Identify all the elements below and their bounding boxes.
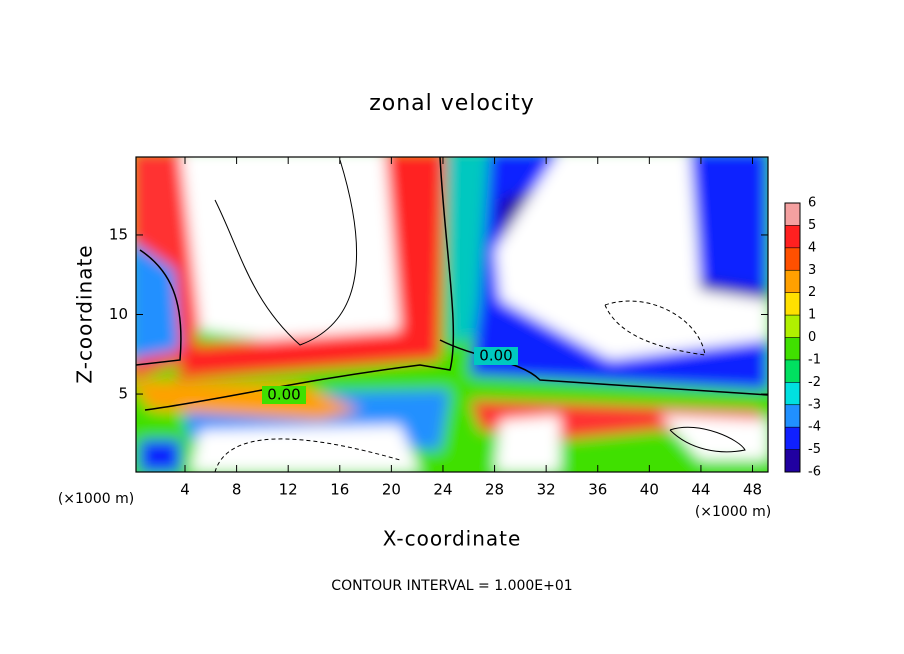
colorbar-label: 1	[808, 308, 816, 323]
x-axis-label: X-coordinate	[383, 527, 522, 551]
colorbar-label: 0	[808, 330, 816, 345]
colorbar-swatch	[785, 203, 800, 226]
contour-field	[136, 157, 768, 472]
y-unit: (×1000 m)	[58, 491, 134, 507]
colorbar-swatch	[785, 247, 800, 271]
y-tick-label: 15	[109, 225, 128, 243]
colorbar-swatch	[785, 270, 800, 293]
x-tick-label: 4	[180, 481, 190, 499]
colorbar-swatch	[785, 359, 800, 383]
colorbar-label: 3	[808, 263, 816, 278]
colorbar-label: 4	[808, 240, 816, 255]
colorbar-label: -2	[808, 375, 821, 390]
contour-label: 0.00	[267, 386, 300, 404]
contour-label: 0.00	[479, 347, 512, 365]
colorbar-label: 5	[808, 218, 816, 233]
x-tick-label: 36	[588, 481, 607, 499]
colorbar-label: -6	[808, 465, 821, 480]
x-tick-label: 44	[691, 481, 710, 499]
colorbar-label: -1	[808, 352, 821, 367]
contour-label-bg	[474, 347, 518, 365]
footnote: CONTOUR INTERVAL = 1.000E+01	[331, 578, 572, 594]
colorbar-label: -4	[808, 420, 821, 435]
x-unit: (×1000 m)	[695, 504, 771, 520]
y-tick-label: 10	[109, 305, 128, 323]
y-tick-label: 5	[118, 385, 128, 403]
colorbar-label: 2	[808, 285, 816, 300]
y-axis-label: Z-coordinate	[73, 244, 97, 383]
contour-label-bg	[262, 386, 306, 404]
chart-title: zonal velocity	[369, 91, 535, 116]
x-tick-label: 28	[485, 481, 504, 499]
colorbar-swatch	[785, 292, 800, 316]
colorbar-swatch	[785, 404, 800, 428]
colorbar-swatch	[785, 449, 800, 472]
colorbar-swatch	[785, 427, 800, 450]
colorbar-swatch	[785, 315, 800, 338]
colorbar-swatch	[785, 382, 800, 405]
colorbar-label: 6	[808, 196, 816, 211]
x-tick-label: 8	[232, 481, 242, 499]
x-tick-label: 12	[279, 481, 298, 499]
colorbar-swatch	[785, 337, 800, 360]
colorbar-label: -3	[808, 397, 821, 412]
x-tick-label: 48	[743, 481, 762, 499]
x-tick-label: 32	[537, 481, 556, 499]
x-tick-label: 20	[382, 481, 401, 499]
x-tick-label: 24	[433, 481, 452, 499]
colorbar-swatch	[785, 225, 800, 248]
x-tick-label: 40	[640, 481, 659, 499]
x-tick-label: 16	[330, 481, 349, 499]
colorbar-label: -5	[808, 442, 821, 457]
